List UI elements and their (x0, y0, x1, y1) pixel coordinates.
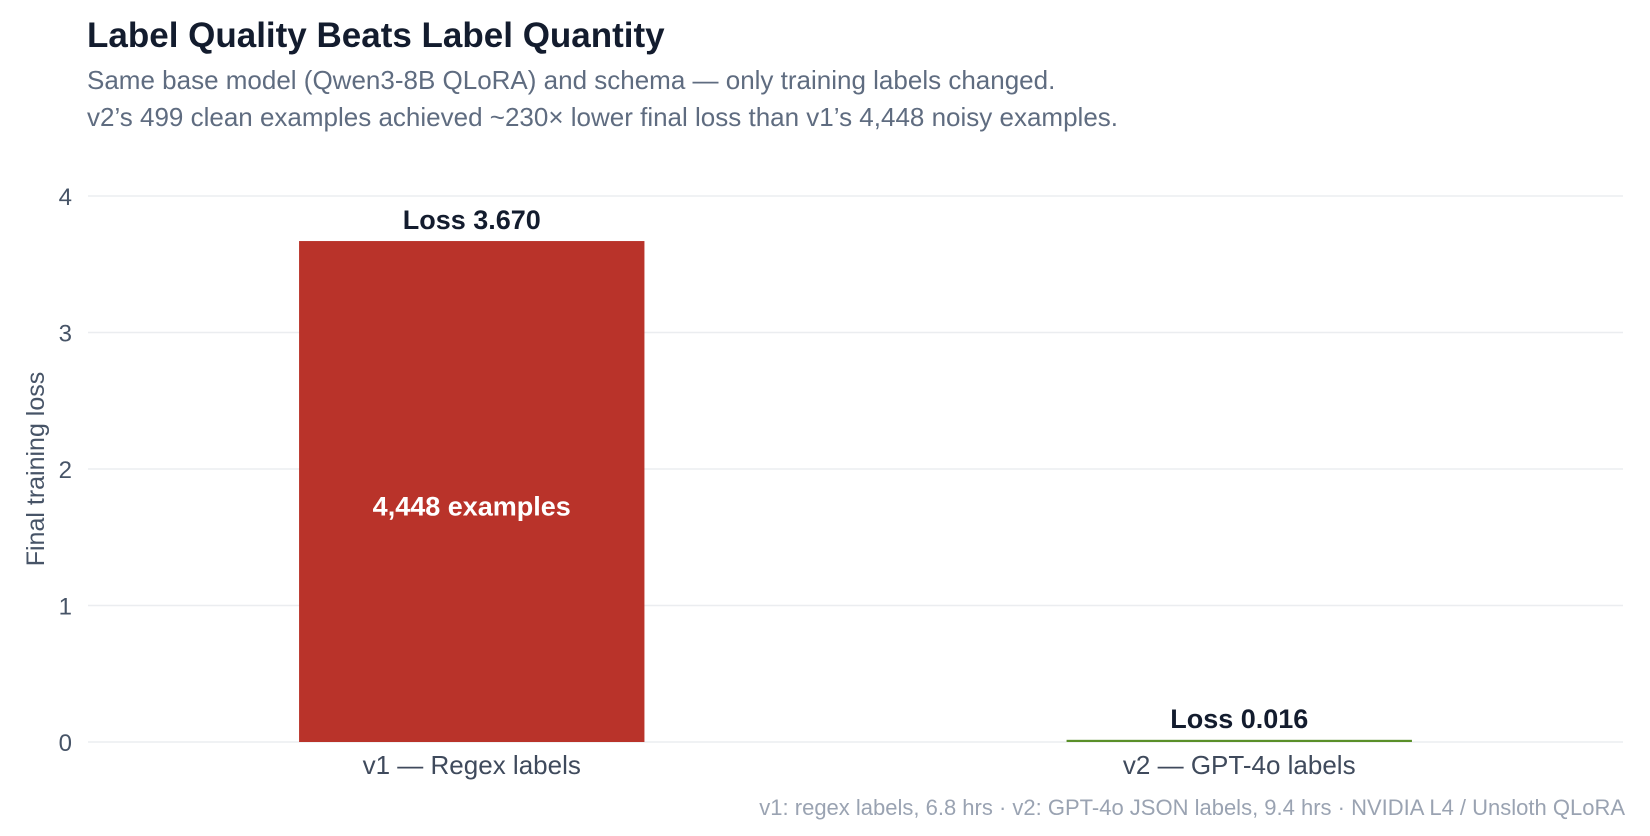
y-tick-label-4: 4 (59, 184, 72, 211)
x-tick-label-1: v1 — Regex labels (363, 750, 581, 780)
bar-1 (299, 241, 645, 743)
subtitle-line-1: Same base model (Qwen3-8B QLoRA) and sch… (87, 65, 1056, 95)
y-tick-label-1: 1 (59, 594, 72, 621)
x-tick-label-2: v2 — GPT-4o labels (1123, 750, 1356, 780)
bar-value-label-1: Loss 3.670 (403, 205, 541, 235)
bar-2 (1066, 739, 1412, 742)
bar-value-label-2: Loss 0.016 (1170, 704, 1308, 734)
y-tick-label-2: 2 (59, 457, 72, 484)
bar-inside-label-1: 4,448 examples (373, 492, 571, 522)
chart-subtitle: Same base model (Qwen3-8B QLoRA) and sch… (87, 62, 1118, 136)
y-tick-label-3: 3 (59, 321, 72, 348)
chart-title: Label Quality Beats Label Quantity (87, 16, 665, 55)
y-axis-title: Final training loss (22, 372, 50, 567)
y-tick-label-0: 0 (59, 730, 72, 757)
subtitle-line-2: v2’s 499 clean examples achieved ~230× l… (87, 102, 1118, 132)
chart-caption: v1: regex labels, 6.8 hrs · v2: GPT-4o J… (759, 795, 1625, 820)
